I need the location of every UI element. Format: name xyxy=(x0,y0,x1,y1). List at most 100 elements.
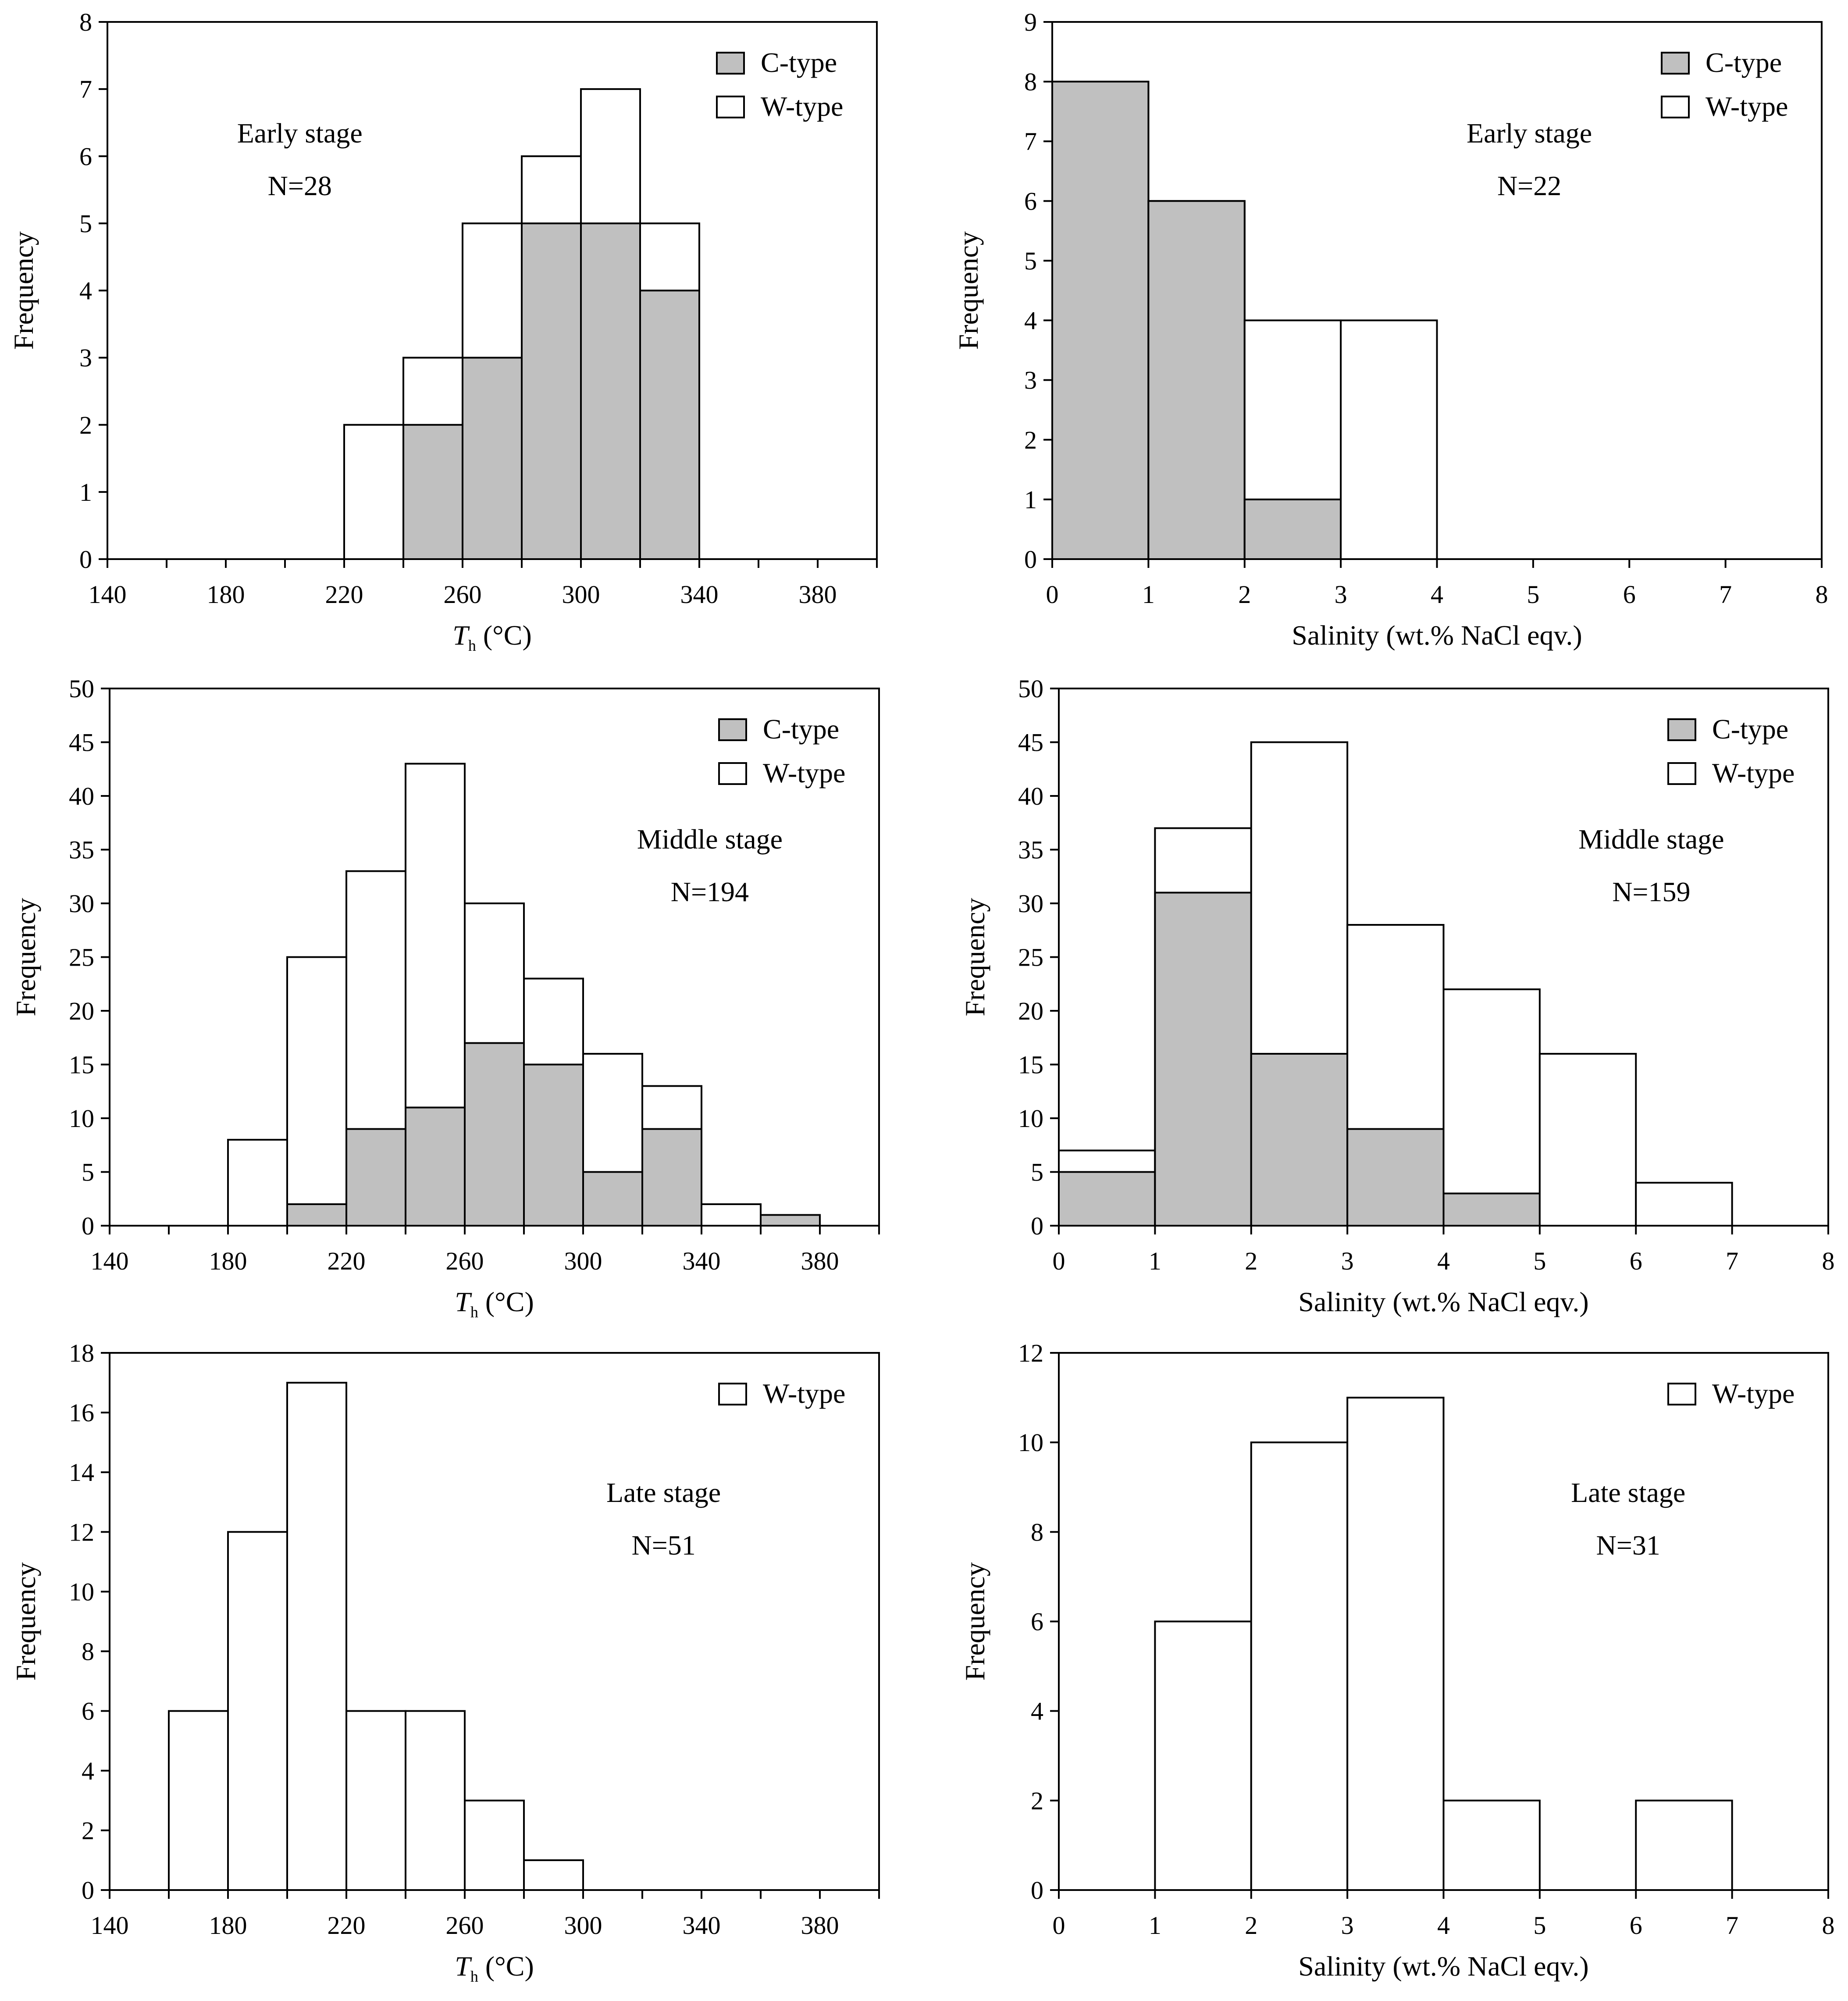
x-tick-label: 140 xyxy=(91,1247,129,1275)
bar-c-type-1 xyxy=(1147,200,1246,560)
bar-c-type-0 xyxy=(1058,1171,1156,1227)
y-tick-label: 10 xyxy=(69,1577,94,1606)
x-tick-label: 380 xyxy=(801,1911,839,1940)
n-label: N=51 xyxy=(631,1530,695,1561)
bar-total-4 xyxy=(405,1710,466,1891)
y-tick-label: 40 xyxy=(1018,782,1043,810)
legend-swatch-w-type xyxy=(1661,96,1690,118)
y-tick-label: 0 xyxy=(82,1212,94,1240)
bar-total-1 xyxy=(227,1531,288,1891)
x-tick-label: 0 xyxy=(1046,580,1059,609)
bar-total-4 xyxy=(1635,1799,1733,1891)
x-tick-label: 8 xyxy=(1822,1911,1835,1940)
bar-c-type-0 xyxy=(1051,81,1150,560)
y-tick-label: 45 xyxy=(69,728,94,757)
legend-swatch-w-type xyxy=(716,96,745,118)
y-tick-label: 50 xyxy=(69,674,94,703)
y-tick-label: 10 xyxy=(1018,1104,1043,1133)
bar-c-type-5 xyxy=(639,289,700,560)
x-tick-label: 220 xyxy=(328,1911,366,1940)
bar-c-type-3 xyxy=(1346,1128,1445,1227)
x-tick-label: 220 xyxy=(328,1247,366,1275)
panel-early-sal: 0 1 2 3 4 5 6 7 8 9 0 1 2 3 4 5 6 7 8 Frequency Salinity (wt… xyxy=(953,8,1828,651)
y-tick-label: 1 xyxy=(79,478,92,506)
bar-c-type-1 xyxy=(286,1203,347,1227)
y-tick-label: 35 xyxy=(69,836,94,864)
stage-label: Early stage xyxy=(237,118,363,149)
bar-total-8 xyxy=(701,1203,762,1227)
y-tick-label: 3 xyxy=(1024,366,1037,395)
y-tick-label: 0 xyxy=(1031,1212,1043,1240)
x-tick-label: 1 xyxy=(1149,1247,1161,1275)
bar-total-0 xyxy=(1154,1620,1252,1891)
x-tick-label: 3 xyxy=(1335,580,1347,609)
y-tick-label: 15 xyxy=(69,1051,94,1079)
legend-swatch-w-type xyxy=(718,1383,747,1405)
x-tick-label: 300 xyxy=(562,580,600,609)
y-tick-label: 18 xyxy=(69,1339,94,1367)
legend-swatch-c-type xyxy=(1661,52,1690,75)
bar-total-3 xyxy=(1442,1799,1541,1891)
y-axis-title: Frequency xyxy=(959,898,990,1016)
legend-label-w-type: W-type xyxy=(1712,1378,1795,1409)
y-tick-label: 4 xyxy=(1024,307,1037,335)
plot-frame xyxy=(109,1352,880,1891)
x-axis-title: Th (°C) xyxy=(455,1951,534,1985)
y-tick-label: 6 xyxy=(79,142,92,171)
x-tick-label: 4 xyxy=(1437,1911,1450,1940)
bar-c-type-7 xyxy=(641,1128,702,1227)
legend-label-w-type: W-type xyxy=(761,91,843,122)
bar-total-1 xyxy=(286,956,347,1227)
x-tick-label: 340 xyxy=(680,580,719,609)
y-tick-label: 14 xyxy=(69,1458,94,1487)
y-tick-label: 7 xyxy=(79,75,92,103)
x-axis-title: Th (°C) xyxy=(452,620,532,654)
x-tick-label: 5 xyxy=(1527,580,1539,609)
y-tick-label: 0 xyxy=(1024,545,1037,574)
bar-c-type-4 xyxy=(1442,1192,1541,1227)
x-tick-label: 300 xyxy=(564,1247,602,1275)
n-label: N=31 xyxy=(1596,1530,1660,1561)
x-tick-label: 0 xyxy=(1053,1247,1065,1275)
x-tick-label: 380 xyxy=(801,1247,839,1275)
bar-total-4 xyxy=(1442,988,1541,1227)
legend-swatch-c-type xyxy=(718,718,747,741)
y-tick-label: 2 xyxy=(82,1816,94,1845)
x-tick-label: 300 xyxy=(564,1911,602,1940)
bar-total-6 xyxy=(523,1859,584,1891)
y-tick-label: 5 xyxy=(1031,1158,1043,1187)
x-tick-label: 2 xyxy=(1245,1247,1257,1275)
x-tick-label: 260 xyxy=(444,580,482,609)
y-tick-label: 45 xyxy=(1018,728,1043,757)
y-tick-label: 16 xyxy=(69,1398,94,1427)
bar-c-type-9 xyxy=(760,1214,821,1227)
y-tick-label: 20 xyxy=(1018,997,1043,1025)
bar-total-2 xyxy=(286,1382,347,1891)
x-tick-label: 260 xyxy=(446,1911,484,1940)
y-tick-label: 6 xyxy=(1024,187,1037,215)
bar-c-type-4 xyxy=(464,1042,525,1227)
y-axis-title: Frequency xyxy=(10,898,41,1016)
legend-label-w-type: W-type xyxy=(1712,757,1795,788)
y-tick-label: 50 xyxy=(1018,674,1043,703)
x-tick-label: 8 xyxy=(1816,580,1828,609)
bar-c-type-1 xyxy=(402,424,463,560)
stage-label: Middle stage xyxy=(637,824,783,855)
x-axis-title: Salinity (wt.% NaCl eqv.) xyxy=(1298,1286,1588,1317)
y-tick-label: 12 xyxy=(69,1518,94,1546)
y-tick-label: 12 xyxy=(1018,1339,1043,1367)
y-tick-label: 15 xyxy=(1018,1051,1043,1079)
y-tick-label: 5 xyxy=(82,1158,94,1187)
x-tick-label: 260 xyxy=(446,1247,484,1275)
x-axis-title: Salinity (wt.% NaCl eqv.) xyxy=(1292,620,1582,651)
legend-label-c-type: C-type xyxy=(763,713,839,745)
bar-total-3 xyxy=(345,1710,406,1891)
stage-label: Late stage xyxy=(606,1477,721,1508)
x-tick-label: 3 xyxy=(1341,1247,1354,1275)
legend-label-c-type: C-type xyxy=(1712,713,1788,745)
y-tick-label: 6 xyxy=(82,1697,94,1726)
legend-swatch-w-type xyxy=(718,762,747,785)
y-tick-label: 10 xyxy=(1018,1428,1043,1457)
